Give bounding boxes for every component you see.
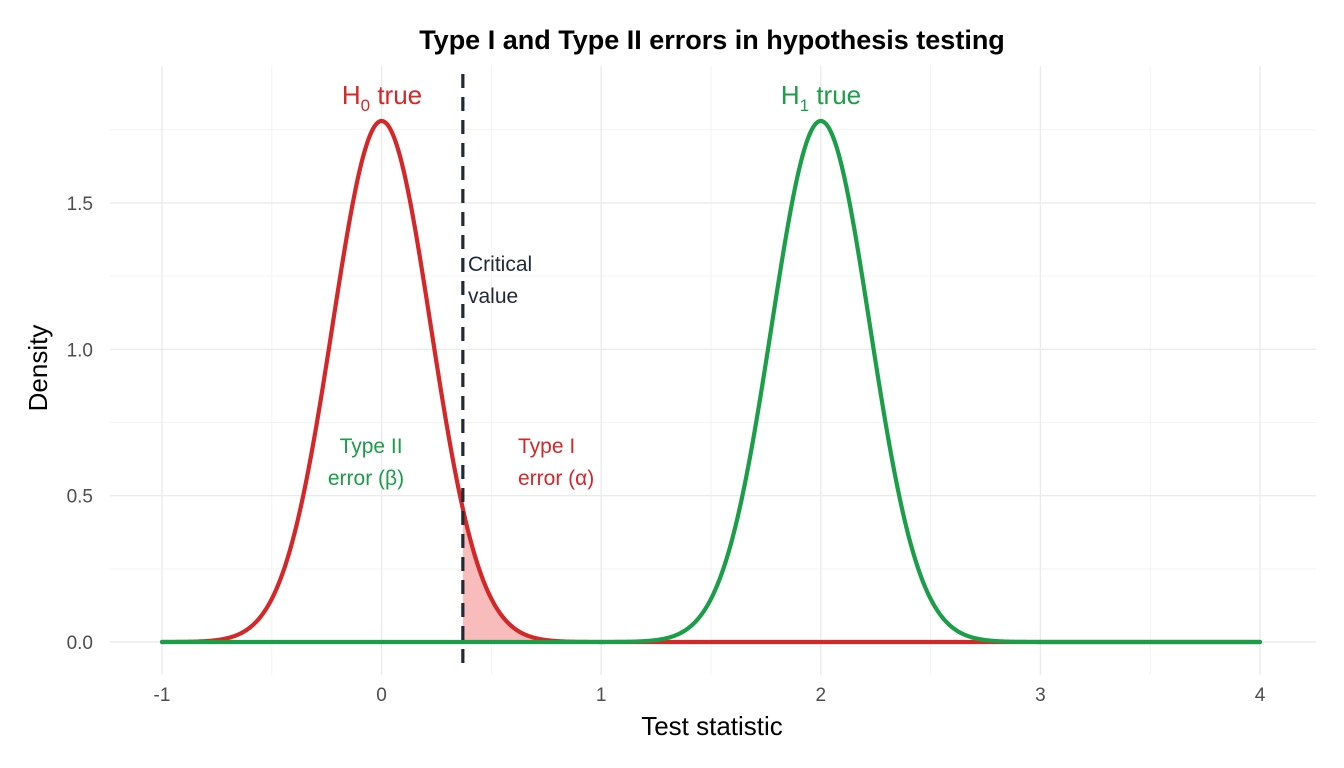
tick-labels: -1 0 1 2 3 4 0.0 0.5 1.0 1.5: [67, 194, 1266, 706]
y-tick-label: 0.0: [67, 633, 93, 654]
h1-label-subscript: 1: [800, 96, 809, 115]
x-tick-label: 0: [376, 685, 387, 706]
type-i-error-area: [462, 508, 569, 642]
h0-label-rest: true: [370, 80, 422, 110]
x-tick-label: -1: [154, 685, 171, 706]
x-tick-label: 3: [1035, 685, 1046, 706]
type-ii-label-line-2: error (β): [328, 467, 404, 490]
type-i-error-label: Type I error (α): [518, 435, 594, 490]
type-i-label-line-2: error (α): [518, 467, 594, 490]
critical-label-line-1: Critical: [468, 253, 532, 276]
h1-label-base: H: [781, 80, 800, 110]
critical-value-label: Critical value: [468, 253, 538, 308]
x-tick-label: 1: [596, 685, 607, 706]
grid-major: [110, 66, 1316, 675]
chart-title: Type I and Type II errors in hypothesis …: [419, 25, 1005, 55]
curve-layer: [159, 118, 1263, 645]
y-axis-title: Density: [23, 325, 53, 412]
h0-label-base: H: [342, 80, 361, 110]
y-tick-label: 0.5: [67, 487, 93, 508]
critical-label-line-2: value: [468, 285, 518, 308]
y-tick-label: 1.5: [67, 194, 93, 215]
type-ii-label-line-1: Type II: [340, 435, 403, 458]
type-i-label-line-1: Type I: [518, 435, 575, 458]
h0-label-subscript: 0: [361, 96, 370, 115]
x-tick-label: 2: [816, 685, 827, 706]
h1-label-rest: true: [809, 80, 861, 110]
y-tick-label: 1.0: [67, 340, 93, 361]
h1-density-curve: [159, 118, 1263, 645]
h1-true-label: H1 true: [781, 80, 861, 115]
grid-minor: [110, 66, 1316, 675]
h0-true-label: H0 true: [342, 80, 422, 115]
type-ii-error-label: Type II error (β): [328, 435, 409, 490]
x-axis-title: Test statistic: [641, 711, 783, 741]
shade-layer: [462, 508, 569, 642]
x-tick-label: 4: [1255, 685, 1266, 706]
